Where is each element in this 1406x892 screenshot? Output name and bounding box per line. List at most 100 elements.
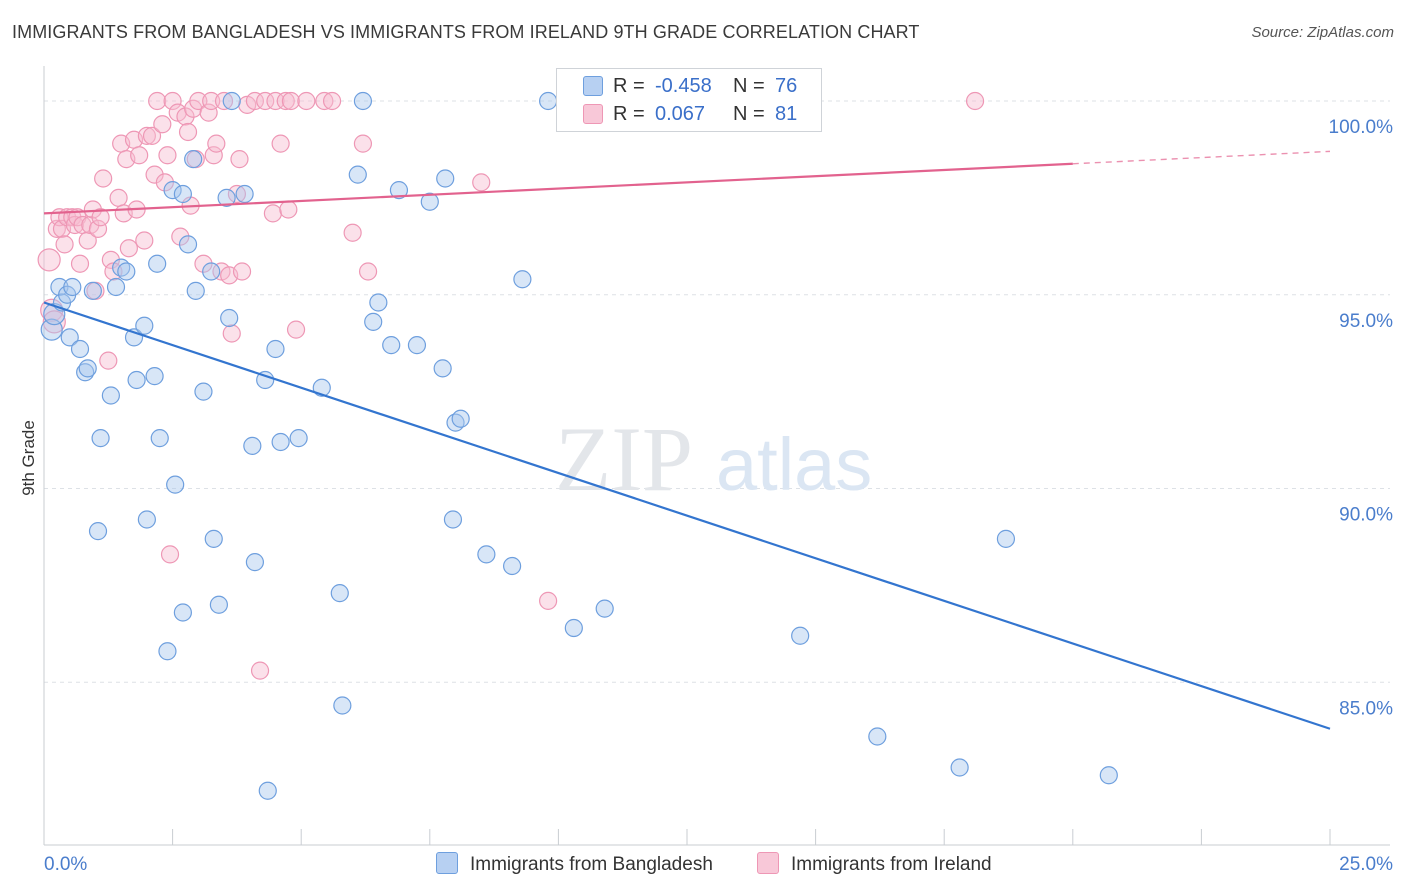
ireland-point <box>230 150 249 169</box>
grid-layer <box>44 100 1390 683</box>
ireland-point <box>271 134 290 153</box>
bangladesh-point <box>266 339 285 359</box>
bangladesh-point <box>166 475 185 494</box>
ireland-point <box>91 208 110 227</box>
ireland-point <box>148 91 167 111</box>
bangladesh-point <box>88 522 108 541</box>
ireland-point <box>266 91 285 111</box>
bangladesh-point <box>186 281 205 300</box>
ireland-point <box>153 115 172 134</box>
bangladesh-point <box>245 553 265 572</box>
y-tick-label: 100.0% <box>1329 117 1394 138</box>
bangladesh-point <box>996 529 1016 548</box>
y-tick-label: 95.0% <box>1339 311 1393 332</box>
ireland-trend-extension <box>1072 150 1331 165</box>
ireland-point <box>99 351 118 370</box>
bangladesh-point <box>443 510 463 529</box>
bangladesh-point <box>348 165 367 184</box>
ireland-point <box>70 254 90 273</box>
ireland-point <box>171 227 190 246</box>
ireland-point <box>47 219 66 238</box>
bangladesh-point <box>91 429 110 448</box>
bangladesh-point <box>950 758 969 777</box>
bangladesh-point <box>539 91 558 111</box>
bangladesh-point <box>83 281 102 300</box>
bangladesh-point <box>117 262 136 281</box>
ireland-point <box>119 239 138 258</box>
source-label: Source: ZipAtlas.com <box>1251 24 1394 41</box>
ireland-point <box>94 169 113 188</box>
ireland-point <box>42 310 66 334</box>
bangladesh-point <box>60 328 79 347</box>
bottom-swatch-ireland <box>757 852 779 874</box>
bangladesh-point <box>127 370 146 390</box>
bangladesh-point <box>1099 766 1118 785</box>
bangladesh-point <box>382 336 401 355</box>
legend-n-label: N = <box>733 103 765 125</box>
bangladesh-point <box>173 603 192 622</box>
bangladesh-point <box>353 91 373 111</box>
label-layer: 85.0% 90.0% 95.0% 100.0% 0.0% 25.0% 9th Grade <box>19 117 1393 875</box>
ireland-point <box>263 204 283 223</box>
bangladesh-point <box>503 556 522 576</box>
bangladesh-point <box>202 262 221 281</box>
watermark: ZIP atlas <box>555 408 872 510</box>
ireland-point <box>222 324 241 343</box>
bangladesh-point <box>78 359 97 378</box>
ireland-point <box>343 223 362 242</box>
bottom-legend-label: Immigrants from Bangladesh <box>470 854 713 875</box>
ireland-point <box>199 103 218 122</box>
bangladesh-points <box>40 91 1118 800</box>
ireland-point <box>83 200 102 219</box>
ireland-point <box>315 91 334 111</box>
bottom-legend-ireland: Immigrants from Ireland <box>757 852 992 876</box>
ireland-point <box>160 545 180 564</box>
bangladesh-point <box>194 382 213 401</box>
ireland-point <box>539 591 558 610</box>
ireland-point <box>88 219 108 238</box>
bangladesh-point <box>791 626 810 645</box>
ireland-point <box>176 107 195 126</box>
bangladesh-point <box>217 188 236 207</box>
legend-r-label: R = <box>613 75 645 97</box>
bangladesh-point <box>407 336 427 355</box>
legend-n-label: N = <box>733 75 765 97</box>
bangladesh-point <box>289 429 308 448</box>
legend-r-value: -0.458 <box>655 75 712 97</box>
axes-layer <box>43 66 1390 846</box>
bangladesh-point <box>868 727 887 746</box>
bangladesh-point <box>137 510 156 529</box>
trend-layer <box>43 150 1331 730</box>
bangladesh-point <box>220 308 239 328</box>
ireland-point <box>965 91 985 111</box>
ireland-point <box>286 320 306 339</box>
bangladesh-point <box>43 303 66 326</box>
correlation-legend: R = -0.458 N = 76 R = 0.067 N = 81 <box>556 68 822 132</box>
ireland-point <box>472 173 491 192</box>
bangladesh-point <box>256 370 275 390</box>
ireland-point <box>158 146 177 165</box>
y-tick-label: 90.0% <box>1339 505 1393 526</box>
ireland-point <box>178 122 198 142</box>
ireland-point <box>227 184 246 204</box>
ireland-point <box>194 254 213 273</box>
ireland-point <box>214 91 234 111</box>
y-axis-label: 9th Grade <box>19 420 38 496</box>
ireland-point <box>109 188 128 207</box>
ireland-point <box>55 235 74 254</box>
ireland-point <box>358 262 378 281</box>
bangladesh-point <box>63 277 82 297</box>
watermark-atlas: atlas <box>716 423 872 506</box>
bangladesh-point <box>271 432 290 452</box>
bottom-swatch-bangladesh <box>436 852 458 874</box>
ireland-point <box>37 248 61 272</box>
bangladesh-point <box>173 184 192 204</box>
bangladesh-point <box>513 270 532 289</box>
legend-n-value: 81 <box>775 103 798 125</box>
ireland-point <box>78 231 97 250</box>
ireland-point <box>137 126 156 145</box>
ireland-point <box>130 146 149 165</box>
ireland-points <box>37 91 985 680</box>
ireland-point <box>135 231 154 250</box>
ireland-point <box>281 91 301 111</box>
